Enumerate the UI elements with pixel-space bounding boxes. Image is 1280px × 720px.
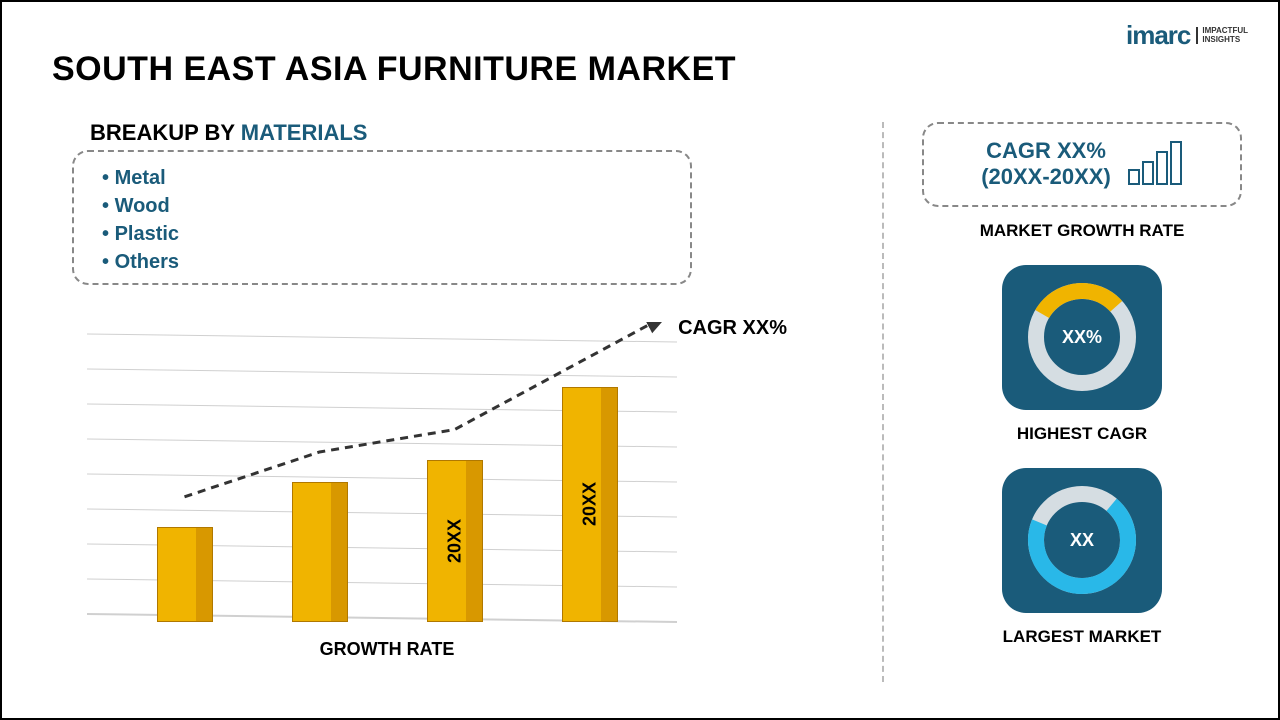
chart-bar: 20XX [427, 460, 483, 622]
mini-bar-icon [1127, 140, 1183, 188]
largest-market-value: XX [1070, 530, 1094, 551]
subtitle: BREAKUP BY MATERIALS [90, 120, 367, 146]
cagr-box: CAGR XX%(20XX-20XX) [922, 122, 1242, 207]
cagr-text: CAGR XX%(20XX-20XX) [981, 138, 1111, 191]
label-largest-market: LARGEST MARKET [922, 627, 1242, 647]
chart-bars: 20XX 20XX [117, 342, 657, 622]
list-item: Others [102, 248, 662, 276]
list-item: Wood [102, 192, 662, 220]
label-growth-rate: MARKET GROWTH RATE [922, 221, 1242, 241]
vertical-separator [882, 122, 884, 682]
chart-bar [157, 527, 213, 622]
chart-bar [292, 482, 348, 622]
materials-list: Metal Wood Plastic Others [102, 164, 662, 276]
side-panel: CAGR XX%(20XX-20XX) MARKET GROWTH RATE X… [922, 122, 1242, 671]
list-item: Plastic [102, 220, 662, 248]
materials-box: Metal Wood Plastic Others [72, 150, 692, 285]
bar-label: 20XX [579, 482, 600, 526]
highest-cagr-value: XX% [1062, 327, 1102, 348]
label-highest-cagr: HIGHEST CAGR [922, 424, 1242, 444]
x-axis-label: GROWTH RATE [320, 639, 455, 660]
page-title: SOUTH EAST ASIA FURNITURE MARKET [52, 50, 736, 89]
chart-bar: 20XX [562, 387, 618, 622]
bar-label: 20XX [444, 519, 465, 563]
brand-logo: imarc IMPACTFULINSIGHTS [1126, 20, 1248, 51]
cagr-chart-label: CAGR XX% [678, 317, 787, 340]
logo-text: imarc [1126, 20, 1190, 51]
largest-market-tile: XX [1002, 468, 1162, 613]
highest-cagr-tile: XX% [1002, 265, 1162, 410]
growth-chart: 20XX20XX CAGR XX% GROWTH RATE [77, 322, 697, 652]
logo-tagline: IMPACTFULINSIGHTS [1196, 27, 1248, 45]
list-item: Metal [102, 164, 662, 192]
